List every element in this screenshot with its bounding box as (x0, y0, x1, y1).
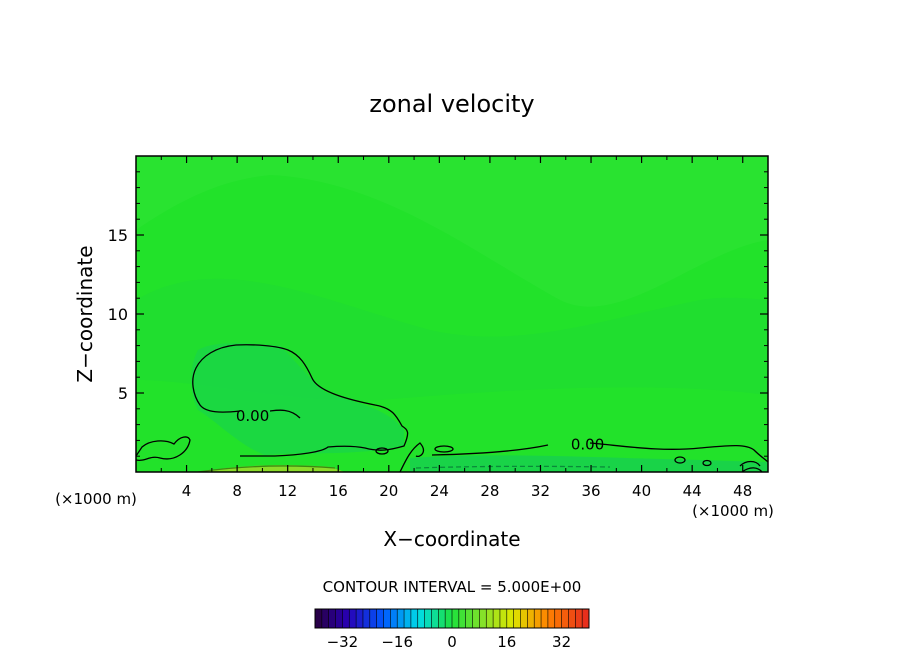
colorbar-tick-label: 0 (447, 633, 457, 651)
x-tick-label: 48 (733, 482, 752, 500)
colorbar-tick-label: 32 (552, 633, 571, 651)
negative-dashed-contour (415, 465, 611, 469)
colorbar-frame (314, 608, 590, 629)
colorbar-swatch (506, 609, 514, 628)
colorbar-swatch (513, 609, 521, 628)
colorbar-swatch (465, 609, 473, 628)
contour-value-label: 0.00 (236, 407, 269, 425)
colorbar-swatch (445, 609, 453, 628)
colorbar-swatch (472, 609, 480, 628)
colorbar-swatch (424, 609, 432, 628)
colorbar-tick-label: 16 (497, 633, 516, 651)
y-axis-label: Z−coordinate (73, 245, 97, 382)
colorbar-swatch (486, 609, 494, 628)
colorbar-swatch (582, 609, 590, 628)
colorbar-swatch (335, 609, 343, 628)
y-tick-label: 15 (108, 226, 128, 245)
colorbar-tick-label: −16 (381, 633, 413, 651)
colorbar-swatch (493, 609, 501, 628)
colorbar-tick-labels: −32 −16 0 16 32 (327, 633, 572, 651)
small-contour-loop-3 (674, 456, 686, 464)
small-contour-loop-4 (702, 459, 712, 467)
x-tick-label: 40 (632, 482, 651, 500)
colorbar-swatch (356, 609, 364, 628)
colorbar-swatch (547, 609, 556, 628)
small-contour-loop-2 (434, 445, 454, 453)
y-tick-label: 5 (118, 384, 128, 403)
colorbar-swatch (321, 609, 329, 628)
chart-title: zonal velocity (369, 90, 534, 118)
zero-contour-upper (192, 344, 409, 457)
x-tick-label: 44 (683, 482, 702, 500)
x-tick-label: 20 (379, 482, 398, 500)
lower-negative-fill (410, 455, 768, 472)
x-tick-label: 12 (278, 482, 297, 500)
contour-lines (136, 344, 768, 472)
colorbar-swatch (417, 609, 425, 628)
colorbar-swatch (520, 609, 528, 628)
colorbar-swatch (458, 609, 466, 628)
colorbar-swatch (369, 609, 377, 628)
zero-contour-surface (136, 436, 768, 472)
colorbar-swatch (342, 609, 350, 628)
velocity-field (136, 156, 768, 472)
colorbar-swatch (390, 609, 398, 628)
colorbar-swatch (479, 609, 487, 628)
x-tick-label: 28 (480, 482, 499, 500)
x-axis-label: X−coordinate (383, 527, 520, 551)
colorbar-swatch (383, 609, 391, 628)
colorbar-swatch (554, 609, 562, 628)
colorbar-swatch (568, 609, 576, 628)
colorbar-swatch (527, 609, 535, 628)
y-tick-label: 10 (108, 305, 128, 324)
colorbar-swatch (315, 609, 323, 628)
colorbar-swatch (534, 609, 542, 628)
colorbar-swatch (404, 609, 412, 628)
contour-value-label: 0.00 (571, 436, 604, 454)
colorbar-swatch (328, 609, 336, 628)
colorbar-swatch (410, 609, 419, 628)
zero-contour-right (739, 460, 763, 472)
colorbar-swatch (349, 609, 357, 628)
x-tick-label: 4 (182, 482, 192, 500)
x-tick-label: 8 (232, 482, 242, 500)
x-tick-label: 24 (430, 482, 449, 500)
upper-band-lighter (136, 156, 768, 307)
colorbar (314, 609, 590, 628)
x-tick-label: 32 (531, 482, 550, 500)
colorbar-swatch (452, 609, 460, 628)
contour-labels: 0.00 0.00 (236, 407, 604, 453)
colorbar-swatch (499, 609, 508, 628)
small-contour-loop-1 (375, 447, 389, 455)
x-axis-ticks: 4 8 12 16 20 24 28 32 36 40 44 48 (160, 156, 752, 500)
x-tick-label: 16 (329, 482, 348, 500)
x-tick-label: 36 (581, 482, 600, 500)
negative-region-fill (191, 343, 404, 455)
colorbar-swatch (438, 609, 446, 628)
colorbar-swatch (541, 609, 549, 628)
colorbar-swatch (561, 609, 569, 628)
colorbar-tick-label: −32 (327, 633, 359, 651)
x-axis-unit-left: (×1000 m) (55, 490, 137, 508)
colorbar-swatch (362, 609, 371, 628)
colorbar-swatch (431, 609, 439, 628)
x-axis-unit-right: (×1000 m) (692, 502, 774, 520)
contour-interval-label: CONTOUR INTERVAL = 5.000E+00 (323, 578, 582, 596)
colorbar-swatch (376, 609, 384, 628)
colorbar-swatch (575, 609, 583, 628)
y-axis-ticks: 5 10 15 (108, 171, 768, 457)
colorbar-swatch (397, 609, 405, 628)
